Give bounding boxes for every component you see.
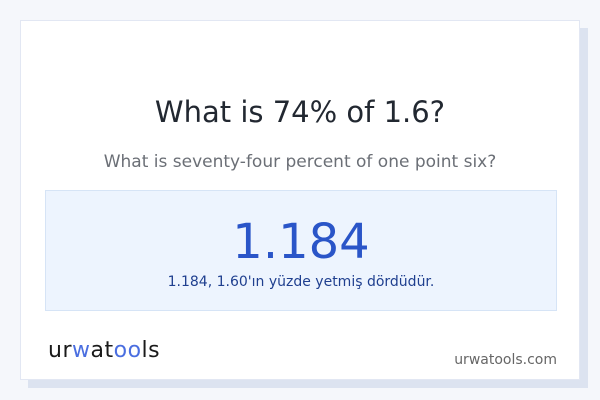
page-subtitle: What is seventy-four percent of one poin… (103, 152, 497, 172)
page-title: What is 74% of 1.6? (154, 95, 446, 129)
urwatools-logo: urwatools (48, 338, 161, 363)
result-card: What is 74% of 1.6? What is seventy-four… (20, 20, 580, 380)
result-explanation: 1.184, 1.60'ın yüzde yetmiş dördüdür. (167, 274, 435, 290)
result-box: 1.184 1.184, 1.60'ın yüzde yetmiş dördüd… (45, 190, 557, 311)
result-value: 1.184 (232, 214, 370, 270)
site-domain: urwatools.com (454, 352, 557, 368)
